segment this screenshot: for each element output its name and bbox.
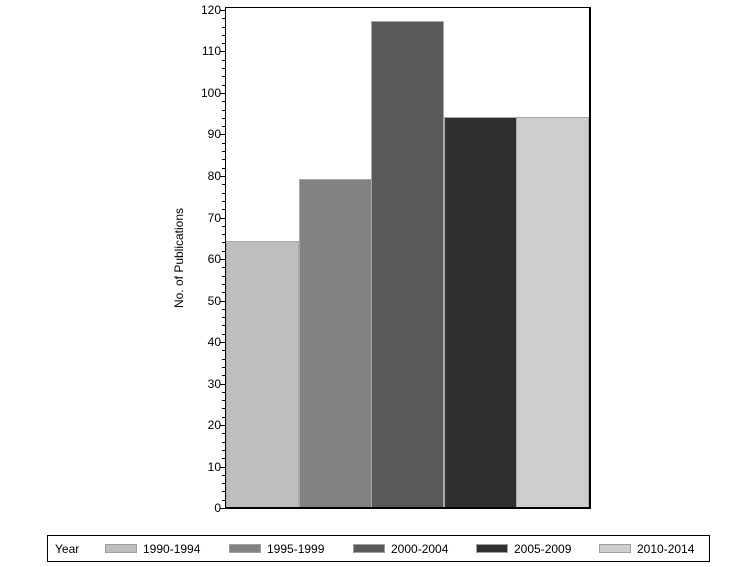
y-minor-tick: [222, 234, 225, 235]
y-minor-tick: [222, 359, 225, 360]
plot-area: [225, 7, 591, 509]
y-minor-tick: [222, 491, 225, 492]
y-minor-tick: [222, 276, 225, 277]
y-minor-tick: [222, 168, 225, 169]
legend-label: 2005-2009: [514, 542, 572, 556]
y-tick: [220, 301, 225, 302]
bar-1990-1994: [226, 241, 299, 507]
y-minor-tick: [222, 458, 225, 459]
y-minor-tick: [222, 392, 225, 393]
legend-title: Year: [55, 542, 80, 556]
y-minor-tick: [222, 193, 225, 194]
legend-swatch: [229, 544, 261, 553]
y-minor-tick: [222, 151, 225, 152]
y-tick: [220, 10, 225, 11]
y-tick: [220, 218, 225, 219]
y-minor-tick: [222, 126, 225, 127]
y-minor-tick: [222, 159, 225, 160]
y-minor-tick: [222, 27, 225, 28]
y-minor-tick: [222, 309, 225, 310]
legend-label: 2000-2004: [391, 542, 449, 556]
bar-2005-2009: [444, 117, 517, 507]
legend-swatch: [476, 544, 508, 553]
y-tick-label: 40: [207, 335, 221, 349]
y-tick-label: 10: [207, 460, 221, 474]
y-tick: [220, 176, 225, 177]
y-tick-label: 110: [201, 44, 221, 58]
y-minor-tick: [222, 375, 225, 376]
y-tick-label: 20: [207, 418, 221, 432]
y-tick: [220, 259, 225, 260]
y-minor-tick: [222, 350, 225, 351]
y-tick: [220, 134, 225, 135]
y-tick: [220, 51, 225, 52]
y-minor-tick: [222, 433, 225, 434]
y-minor-tick: [222, 442, 225, 443]
y-minor-tick: [222, 400, 225, 401]
y-minor-tick: [222, 292, 225, 293]
y-minor-tick: [222, 417, 225, 418]
legend-label: 2010-2014: [637, 542, 695, 556]
y-tick-label: 100: [200, 86, 221, 100]
y-minor-tick: [222, 35, 225, 36]
legend: Year 1990-1994 1995-1999 2000-2004 2005-…: [47, 535, 710, 562]
y-minor-tick: [222, 68, 225, 69]
y-minor-tick: [222, 500, 225, 501]
y-tick-label: 0: [214, 501, 221, 515]
y-minor-tick: [222, 18, 225, 19]
y-minor-tick: [222, 284, 225, 285]
y-minor-tick: [222, 184, 225, 185]
legend-swatch: [599, 544, 631, 553]
y-minor-tick: [222, 110, 225, 111]
legend-swatch: [353, 544, 385, 553]
y-minor-tick: [222, 475, 225, 476]
y-tick-label: 30: [207, 377, 221, 391]
y-minor-tick: [222, 226, 225, 227]
y-tick: [220, 425, 225, 426]
y-tick-label: 120: [200, 3, 221, 17]
legend-label: 1995-1999: [267, 542, 325, 556]
y-tick-label: 90: [207, 127, 221, 141]
y-minor-tick: [222, 242, 225, 243]
y-tick: [220, 508, 225, 509]
y-minor-tick: [222, 201, 225, 202]
y-minor-tick: [222, 408, 225, 409]
y-minor-tick: [222, 251, 225, 252]
y-minor-tick: [222, 483, 225, 484]
y-minor-tick: [222, 85, 225, 86]
y-minor-tick: [222, 101, 225, 102]
y-minor-tick: [222, 118, 225, 119]
y-minor-tick: [222, 267, 225, 268]
y-minor-tick: [222, 76, 225, 77]
y-minor-tick: [222, 60, 225, 61]
bar-2010-2014: [516, 117, 589, 507]
y-minor-tick: [222, 43, 225, 44]
y-minor-tick: [222, 325, 225, 326]
y-minor-tick: [222, 450, 225, 451]
y-tick: [220, 342, 225, 343]
y-tick: [220, 93, 225, 94]
y-tick-label: 70: [207, 211, 221, 225]
y-minor-tick: [222, 334, 225, 335]
legend-swatch: [105, 544, 137, 553]
y-tick: [220, 467, 225, 468]
bar-1995-1999: [299, 179, 372, 507]
y-minor-tick: [222, 367, 225, 368]
bar-2000-2004: [371, 21, 444, 507]
y-tick: [220, 384, 225, 385]
y-minor-tick: [222, 143, 225, 144]
legend-label: 1990-1994: [143, 542, 201, 556]
y-tick-label: 80: [207, 169, 221, 183]
y-tick-label: 50: [207, 294, 221, 308]
y-tick-label: 60: [207, 252, 221, 266]
y-minor-tick: [222, 209, 225, 210]
y-minor-tick: [222, 317, 225, 318]
